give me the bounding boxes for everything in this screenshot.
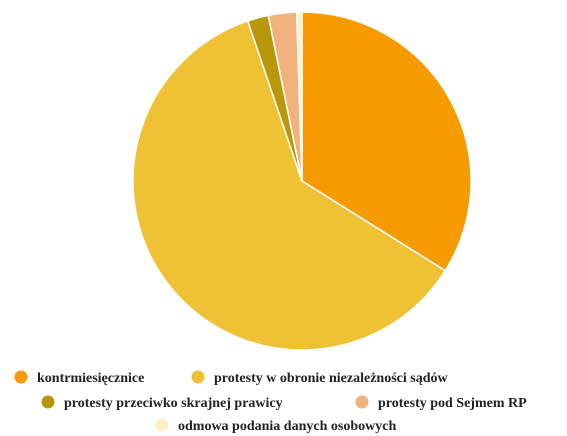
legend-swatch-kontrmiesiecznice bbox=[14, 370, 28, 384]
legend-item-odmowa-podania[interactable]: odmowa podania danych osobowych bbox=[155, 418, 397, 435]
pie-slice-0[interactable] bbox=[301, 11, 472, 272]
legend-swatch-protesty-pod-sejmem bbox=[355, 395, 369, 409]
legend-item-protesty-w-obronie[interactable]: protesty w obronie niezależności sądów bbox=[191, 370, 449, 387]
legend-label-odmowa-podania: odmowa podania danych osobowych bbox=[178, 419, 396, 434]
legend-label-protesty-pod-sejmem: protesty pod Sejmem RP bbox=[378, 396, 527, 411]
legend-item-protesty-przeciwko[interactable]: protesty przeciwko skrajnej prawicy bbox=[41, 395, 283, 412]
legend-item-kontrmiesiecznice[interactable]: kontrmiesięcznice bbox=[14, 370, 145, 387]
legend-swatch-protesty-przeciwko bbox=[41, 395, 55, 409]
legend-label-protesty-w-obronie: protesty w obronie niezależności sądów bbox=[214, 371, 448, 386]
legend-swatch-odmowa-podania bbox=[155, 418, 169, 432]
pie-slices bbox=[132, 11, 472, 351]
legend-item-protesty-pod-sejmem[interactable]: protesty pod Sejmem RP bbox=[355, 395, 528, 412]
pie-slice-1[interactable] bbox=[132, 19, 447, 351]
legend-label-kontrmiesiecznice: kontrmiesięcznice bbox=[37, 371, 144, 386]
pie-slice-4[interactable] bbox=[295, 11, 303, 182]
legend: kontrmiesięcznice protesty w obronie nie… bbox=[14, 370, 528, 435]
legend-label-protesty-przeciwko: protesty przeciwko skrajnej prawicy bbox=[64, 396, 283, 411]
legend-swatch-protesty-w-obronie bbox=[191, 370, 205, 384]
